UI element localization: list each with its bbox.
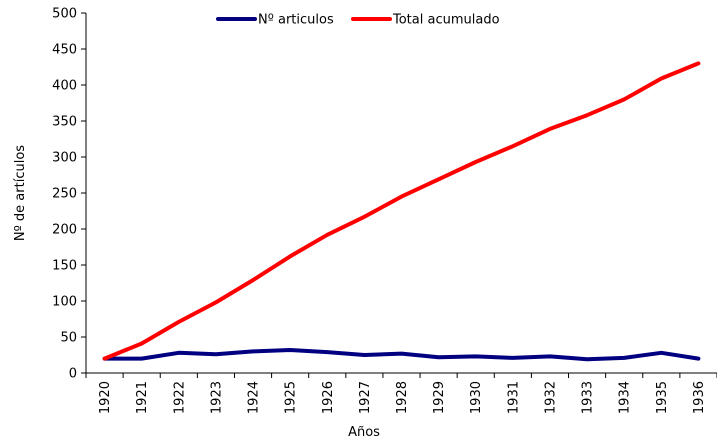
x-tick-label: 1927 <box>358 381 373 414</box>
x-axis-label: Años <box>348 425 380 439</box>
legend-label-1: Nº articulos <box>258 13 334 28</box>
series-layer <box>102 61 701 362</box>
y-tick-label: 150 <box>52 259 77 274</box>
y-tick-label: 500 <box>52 7 77 22</box>
y-tick-label: 0 <box>69 367 77 382</box>
x-tick-label: 1936 <box>692 381 707 414</box>
x-tick-label: 1929 <box>432 381 447 414</box>
y-axis-label: Nº de artículos <box>13 145 28 241</box>
x-tick-label: 1935 <box>655 381 670 414</box>
y-tick-label: 250 <box>52 187 77 202</box>
x-tick-label: 1920 <box>98 381 113 414</box>
y-tick-label: 350 <box>52 115 77 130</box>
x-tick-label: 1925 <box>284 381 299 414</box>
x-tick-label: 1928 <box>395 381 410 414</box>
y-tick-label: 400 <box>52 79 77 94</box>
x-tick-label: 1921 <box>135 381 150 414</box>
x-tick-label: 1933 <box>581 381 596 414</box>
x-tick-label: 1932 <box>543 381 558 414</box>
legend-label-2: Total acumulado <box>392 13 500 28</box>
x-axis-ticks: 1920 1921 1922 1923 1924 1925 1926 1927 1928 1929… <box>85 373 717 414</box>
series-line-2 <box>102 61 701 361</box>
x-tick-label: 1934 <box>618 381 633 414</box>
y-tick-label: 200 <box>52 223 77 238</box>
x-tick-label: 1923 <box>209 381 224 414</box>
series-line-1 <box>102 348 701 362</box>
legend: Nº articulos Total acumulado <box>216 13 500 28</box>
y-tick-label: 100 <box>52 295 77 310</box>
x-tick-label: 1930 <box>469 381 484 414</box>
y-tick-label: 50 <box>60 331 77 346</box>
y-axis-ticks: 0 50 100 150 200 250 300 350 400 450 500 <box>52 7 86 382</box>
x-tick-label: 1922 <box>172 381 187 414</box>
y-tick-label: 300 <box>52 151 77 166</box>
y-tick-label: 450 <box>52 43 77 58</box>
x-tick-label: 1926 <box>321 381 336 414</box>
x-tick-label: 1924 <box>247 381 262 414</box>
x-tick-label: 1931 <box>506 381 521 414</box>
